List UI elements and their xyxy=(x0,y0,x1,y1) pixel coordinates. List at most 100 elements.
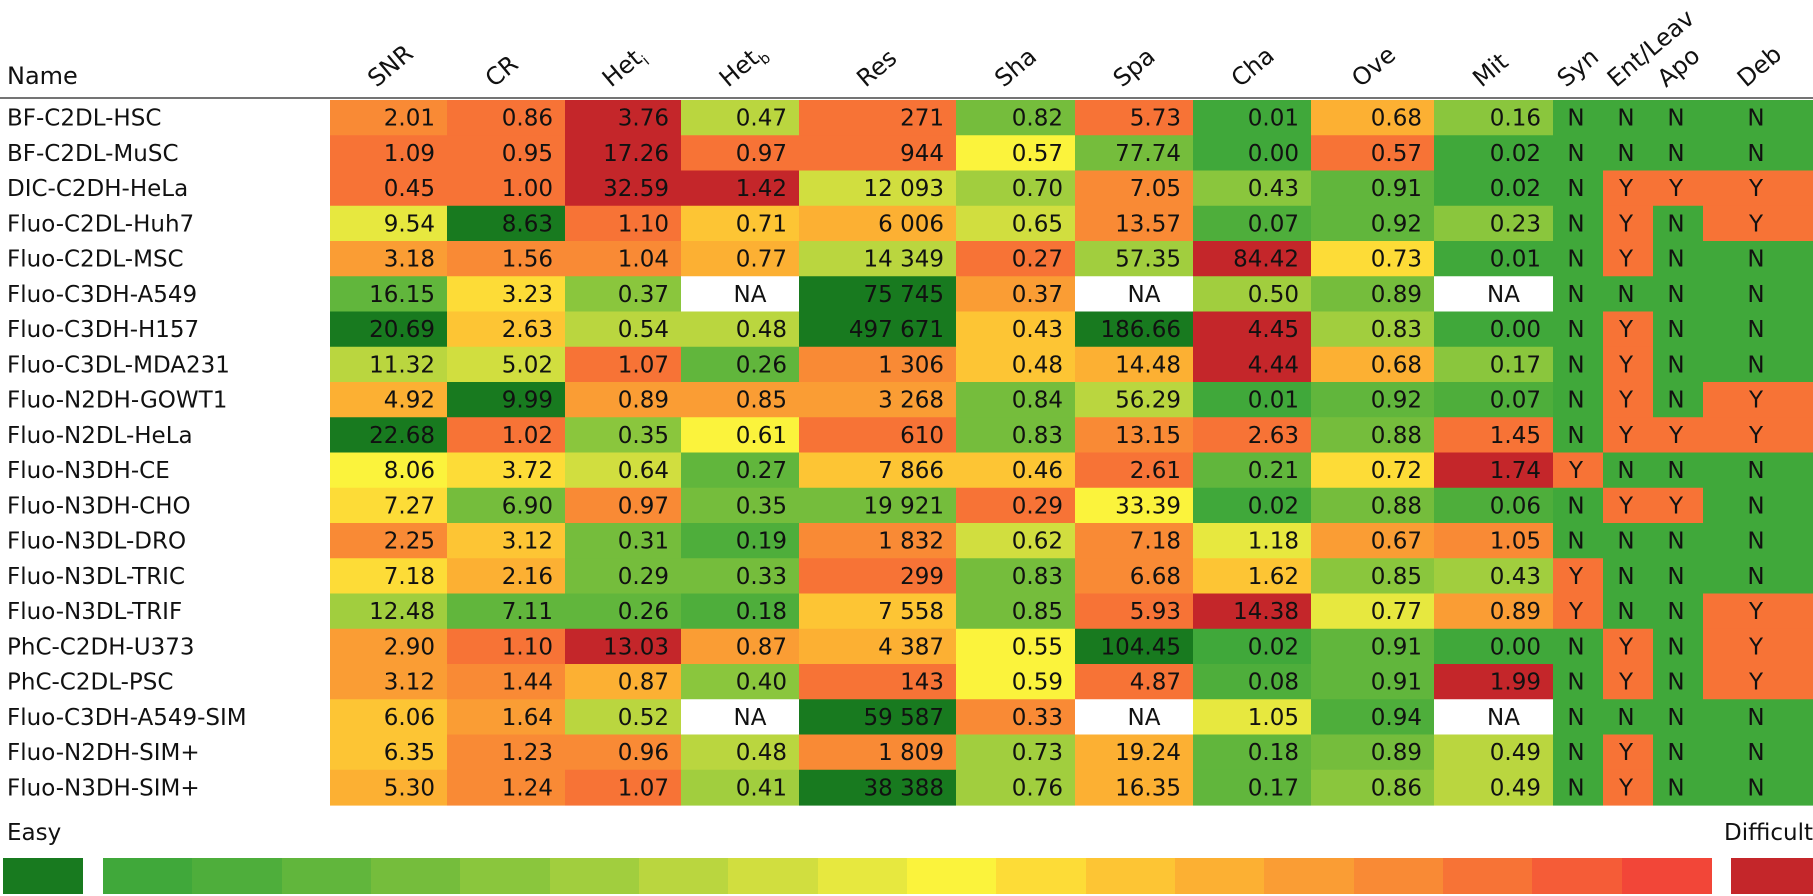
heatmap-cell xyxy=(1075,734,1193,771)
cell-value: 16.35 xyxy=(1115,775,1181,801)
cell-value: 4.92 xyxy=(384,388,435,414)
row-label: PhC-C2DL-PSC xyxy=(7,670,173,696)
heatmap-cell xyxy=(330,452,447,489)
cell-value: 0.27 xyxy=(1012,247,1063,273)
cell-value: 0.86 xyxy=(502,106,553,132)
cell-value: 16.15 xyxy=(369,282,435,308)
row-label: Fluo-N3DH-SIM+ xyxy=(7,775,200,801)
heatmap-cell xyxy=(681,135,799,172)
heatmap-cell xyxy=(1553,558,1603,595)
cell-value: 0.00 xyxy=(1248,141,1299,167)
cell-value: 0.31 xyxy=(618,529,669,555)
cell-value: 0.62 xyxy=(1012,529,1063,555)
heatmap-cell xyxy=(1703,699,1813,736)
heatmap-cell xyxy=(1434,628,1553,665)
heatmap-cell xyxy=(1703,769,1813,806)
heatmap-cell xyxy=(447,100,565,136)
cell-value: Y xyxy=(1748,599,1764,625)
heatmap-cell xyxy=(447,452,565,489)
heatmap-cell xyxy=(330,593,447,630)
cell-value: 13.03 xyxy=(603,634,669,660)
heatmap-cell xyxy=(330,346,447,383)
heatmap-cell xyxy=(1653,276,1703,313)
cell-value: 0.76 xyxy=(1012,775,1063,801)
heatmap-cell xyxy=(681,276,799,313)
cell-value: 0.73 xyxy=(1012,740,1063,766)
heatmap-cell xyxy=(565,382,681,418)
cell-value: 0.52 xyxy=(618,705,669,731)
cell-value: 1.64 xyxy=(502,705,553,731)
heatmap-cell xyxy=(1653,170,1703,207)
cell-value: 32.59 xyxy=(603,176,669,202)
cell-value: 0.00 xyxy=(1490,634,1541,660)
heatmap-cell xyxy=(330,734,447,771)
heatmap-cell xyxy=(956,276,1075,313)
heatmap-cell xyxy=(1434,311,1553,348)
column-header: Heti xyxy=(597,41,653,95)
heatmap-cell xyxy=(799,487,956,524)
cell-value: N xyxy=(1667,775,1684,801)
heatmap-cell xyxy=(1653,628,1703,665)
heatmap-cell xyxy=(956,241,1075,277)
heatmap-cell xyxy=(1553,628,1603,665)
cell-value: Y xyxy=(1748,634,1764,660)
row-label: Fluo-C2DL-MSC xyxy=(7,247,184,273)
heatmap-cell xyxy=(681,734,799,771)
heatmap-cell xyxy=(565,241,681,277)
heatmap-cell xyxy=(1703,628,1813,665)
heatmap-cell xyxy=(1193,205,1311,242)
row-label: Fluo-N2DH-SIM+ xyxy=(7,740,200,766)
cell-value: 0.02 xyxy=(1490,176,1541,202)
heatmap-cell xyxy=(1434,382,1553,418)
cell-value: N xyxy=(1667,106,1684,132)
cell-value: 84.42 xyxy=(1233,247,1299,273)
heatmap-cell xyxy=(681,170,799,207)
heatmap-cell xyxy=(956,628,1075,665)
heatmap-cell xyxy=(1311,628,1434,665)
heatmap-cell xyxy=(565,699,681,736)
cell-value: N xyxy=(1567,317,1584,343)
heatmap-cell xyxy=(681,205,799,242)
row-label: Fluo-C2DL-Huh7 xyxy=(7,211,194,237)
heatmap-cell xyxy=(1653,135,1703,172)
cell-value: Y xyxy=(1618,740,1634,766)
heatmap-cell xyxy=(1553,487,1603,524)
heatmap-cell xyxy=(1603,699,1653,736)
cell-value: 0.68 xyxy=(1371,106,1422,132)
cell-value: Y xyxy=(1618,670,1634,696)
heatmap-cell xyxy=(1703,523,1813,559)
heatmap-cell xyxy=(1193,558,1311,595)
cell-value: 2.16 xyxy=(502,564,553,590)
heatmap-cell xyxy=(1434,699,1553,736)
cell-value: N xyxy=(1567,705,1584,731)
cell-value: N xyxy=(1667,740,1684,766)
heatmap-cell xyxy=(681,487,799,524)
cell-value: N xyxy=(1567,282,1584,308)
cell-value: 2.90 xyxy=(384,634,435,660)
heatmap-cell xyxy=(1434,346,1553,383)
legend-swatch xyxy=(1621,858,1712,894)
heatmap-cell xyxy=(1193,523,1311,559)
cell-value: 59 587 xyxy=(864,705,944,731)
cell-value: N xyxy=(1567,423,1584,449)
heatmap-cell xyxy=(956,311,1075,348)
heatmap-cell xyxy=(565,276,681,313)
cell-value: NA xyxy=(1128,282,1161,308)
cell-value: 0.97 xyxy=(736,141,787,167)
heatmap-cell xyxy=(565,205,681,242)
cell-value: 0.45 xyxy=(384,176,435,202)
cell-value: 0.65 xyxy=(1012,211,1063,237)
heatmap-cell xyxy=(1434,170,1553,207)
row-label: Fluo-C3DH-A549 xyxy=(7,282,197,308)
heatmap-cell xyxy=(1311,382,1434,418)
heatmap-cell xyxy=(799,170,956,207)
cell-value: 0.97 xyxy=(618,493,669,519)
heatmap-cell xyxy=(330,699,447,736)
cell-value: 0.88 xyxy=(1371,423,1422,449)
cell-value: 0.49 xyxy=(1490,775,1541,801)
cell-value: 0.70 xyxy=(1012,176,1063,202)
heatmap-cell xyxy=(330,558,447,595)
row-label: Fluo-N3DL-TRIC xyxy=(7,564,185,590)
heatmap-cell xyxy=(330,311,447,348)
cell-value: 0.35 xyxy=(736,493,787,519)
